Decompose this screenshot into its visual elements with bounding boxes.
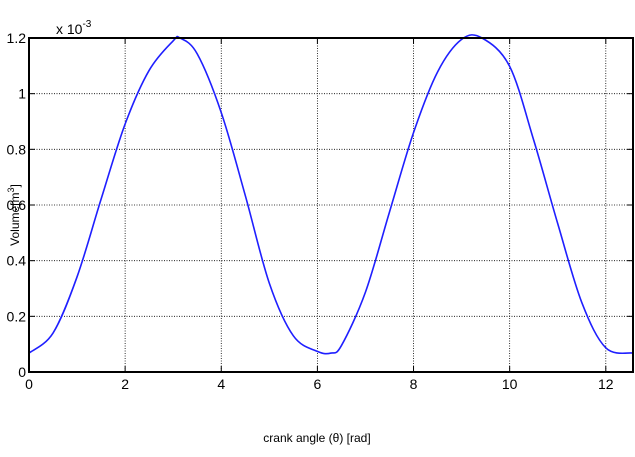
y-multiplier-exponent: -3 (82, 19, 91, 30)
y-tick-label: 0 (18, 364, 26, 380)
y-tick-label: 0.4 (7, 253, 27, 269)
x-axis-tick-labels: 0 2 4 6 8 10 12 (25, 376, 614, 392)
y-axis-label: Volume[m3] (6, 184, 22, 246)
x-axis-ticks (28, 38, 607, 372)
y-axis-label-close: ] (8, 184, 22, 187)
x-tick-label: 0 (25, 376, 33, 392)
y-axis-label-base: Volume[m (8, 193, 22, 246)
volume-line (28, 34, 634, 355)
x-axis-label: crank angle (θ) [rad] (263, 431, 370, 445)
x-tick-label: 12 (598, 376, 614, 392)
x-tick-label: 10 (502, 376, 518, 392)
y-multiplier-base: x 10 (56, 21, 83, 37)
x-tick-label: 2 (121, 376, 129, 392)
x-tick-label: 4 (217, 376, 225, 392)
y-tick-label: 0.2 (7, 308, 27, 324)
y-tick-label: 0.6 (7, 197, 27, 213)
y-axis-ticks (29, 37, 633, 373)
y-axis-tick-labels: 0 0.2 0.4 0.6 0.8 1 1.2 (7, 30, 27, 380)
y-axis-label-superscript: 3 (6, 187, 16, 192)
y-axis-multiplier: x 10-3 (56, 19, 92, 37)
y-tick-label: 0.8 (7, 141, 27, 157)
y-tick-label: 1.2 (7, 30, 27, 46)
x-tick-label: 6 (313, 376, 321, 392)
y-grid (29, 93, 633, 317)
y-tick-label: 1 (18, 86, 26, 102)
x-tick-label: 8 (410, 376, 418, 392)
